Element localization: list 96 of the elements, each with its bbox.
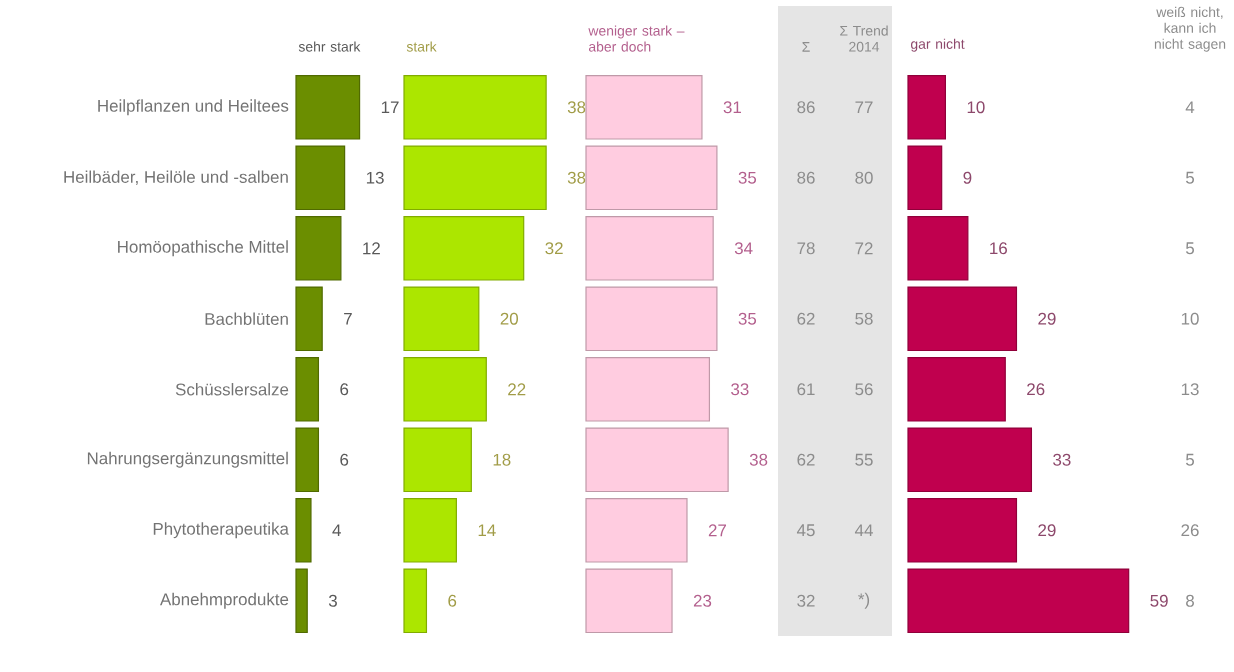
data-label: 38 xyxy=(749,453,768,466)
data-label: 33 xyxy=(1053,453,1071,466)
data-label: 6 xyxy=(340,453,349,466)
bar xyxy=(295,286,323,352)
bar xyxy=(907,145,943,211)
data-label: 18 xyxy=(493,453,511,466)
bar xyxy=(907,427,1033,493)
data-label: 32 xyxy=(545,242,563,255)
data-label: 4 xyxy=(332,524,341,537)
bar xyxy=(295,427,320,493)
data-label: 8 xyxy=(1186,594,1194,607)
data-label: 38 xyxy=(567,171,586,184)
data-label: 5 xyxy=(1185,453,1195,466)
data-label: 6 xyxy=(340,383,349,396)
data-label: 5 xyxy=(1185,171,1195,184)
y-tick-label: Phytotherapeutika xyxy=(153,522,289,539)
data-label: 26 xyxy=(1181,524,1199,537)
text: 58 xyxy=(855,312,873,325)
text: 80 xyxy=(855,171,873,184)
data-label: 13 xyxy=(366,171,384,184)
data-label: 17 xyxy=(381,101,399,114)
y-tick-label: Abnehmprodukte xyxy=(160,592,289,609)
bar xyxy=(585,427,729,493)
y-tick-label: Bachblüten xyxy=(205,312,288,325)
data-label: 5 xyxy=(1185,242,1195,255)
y-tick-label: Homöopathische Mittel xyxy=(118,240,288,257)
data-label: 86 xyxy=(797,171,815,184)
bar xyxy=(403,497,457,563)
bar xyxy=(907,286,1018,352)
data-label: 62 xyxy=(797,312,815,325)
bar xyxy=(403,427,472,493)
bar xyxy=(295,356,320,422)
data-label: 78 xyxy=(797,242,815,255)
bar xyxy=(295,215,342,281)
data-label: 27 xyxy=(708,524,727,537)
data-label: 10 xyxy=(967,101,985,114)
bar xyxy=(403,356,487,422)
bar xyxy=(907,74,947,140)
y-tick-label: Heilbäder, Heilöle und -salben xyxy=(64,170,288,185)
data-label: 45 xyxy=(796,524,815,537)
data-label: 16 xyxy=(990,242,1007,255)
y-tick-label: Heilpflanzen und Heiltees xyxy=(98,99,289,116)
bar xyxy=(403,215,525,281)
bar xyxy=(585,497,688,563)
data-label: 20 xyxy=(500,312,519,325)
text: 77 xyxy=(855,101,873,114)
data-label: 35 xyxy=(738,171,757,184)
bar xyxy=(295,74,361,140)
data-label: 61 xyxy=(797,383,815,396)
bar xyxy=(585,286,718,352)
data-label: 22 xyxy=(508,383,526,396)
bar xyxy=(585,356,711,422)
data-label: 4 xyxy=(1185,101,1195,114)
data-label: 32 xyxy=(797,594,815,607)
text: 72 xyxy=(855,242,873,255)
bar xyxy=(585,215,714,281)
bar xyxy=(295,568,308,634)
data-label: 23 xyxy=(693,594,712,607)
data-label: 86 xyxy=(797,101,815,114)
bar xyxy=(907,356,1006,422)
bar xyxy=(403,568,428,634)
bar xyxy=(403,145,547,211)
bar xyxy=(403,286,480,352)
data-label: 31 xyxy=(723,101,741,114)
bar xyxy=(585,74,703,140)
text: 56 xyxy=(855,383,873,396)
data-label: 34 xyxy=(734,242,753,255)
data-label: 35 xyxy=(738,312,757,325)
data-label: 7 xyxy=(344,312,352,325)
data-label: 29 xyxy=(1038,312,1056,325)
data-label: 12 xyxy=(363,242,380,255)
bar xyxy=(907,497,1018,563)
text: 55 xyxy=(855,453,873,466)
data-label: 38 xyxy=(567,101,586,114)
y-tick-label: Schüsslersalze xyxy=(175,383,289,396)
data-label: 59 xyxy=(1150,594,1168,607)
data-label: 9 xyxy=(963,171,972,184)
bar xyxy=(295,145,346,211)
data-label: 10 xyxy=(1181,312,1199,325)
bar xyxy=(585,145,718,211)
data-label: 29 xyxy=(1038,524,1056,537)
text: *) xyxy=(858,592,870,609)
bar xyxy=(907,215,969,281)
y-tick-label: Nahrungsergänzungsmittel xyxy=(87,451,288,468)
data-label: 13 xyxy=(1181,383,1199,396)
text: 44 xyxy=(854,524,873,537)
data-label: 26 xyxy=(1027,383,1045,396)
data-label: 6 xyxy=(448,594,457,607)
data-label: 14 xyxy=(478,524,496,537)
bar xyxy=(403,74,547,140)
bar xyxy=(585,568,673,634)
bar xyxy=(907,568,1130,634)
data-label: 3 xyxy=(328,594,337,607)
bar xyxy=(295,497,312,563)
data-label: 33 xyxy=(731,383,749,396)
data-label: 62 xyxy=(797,453,815,466)
